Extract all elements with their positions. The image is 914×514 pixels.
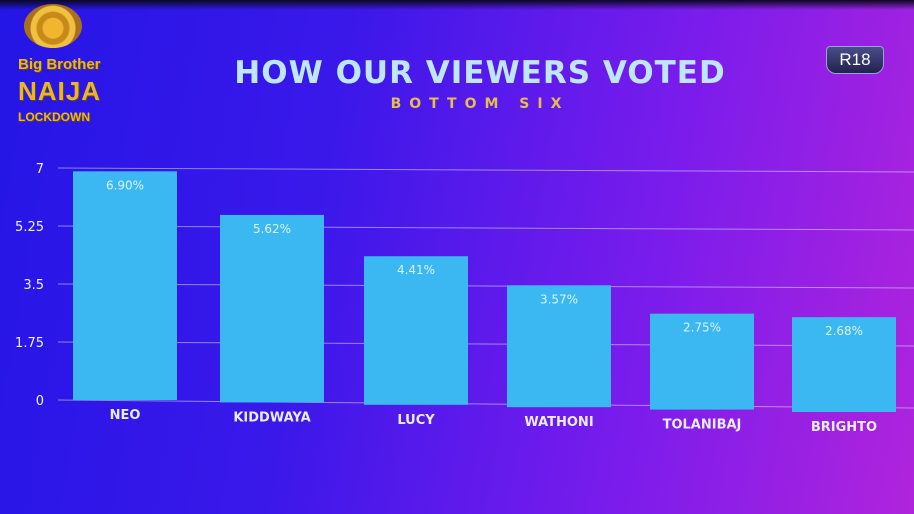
gridline <box>57 283 914 289</box>
bar-tolanibaj <box>650 313 754 410</box>
x-tick-label: TOLANIBAJ <box>663 418 742 433</box>
logo-line1: Big Brother <box>18 56 101 73</box>
x-tick-label: WATHONI <box>524 415 593 430</box>
logo-line2: NAIJA <box>18 76 102 106</box>
data-label: 6.90% <box>106 178 144 192</box>
bar-brighto <box>792 317 896 412</box>
y-tick-label: 7 <box>36 162 44 177</box>
y-tick-label: 1.75 <box>15 336 44 351</box>
data-label: 4.41% <box>397 263 435 277</box>
eye-logo-icon <box>24 4 82 48</box>
bar-neo <box>73 171 177 400</box>
gridline <box>57 399 914 409</box>
y-tick-label: 3.5 <box>23 278 44 293</box>
y-tick-label: 5.25 <box>15 220 44 235</box>
data-label: 5.62% <box>253 222 291 236</box>
x-tick-label: BRIGHTO <box>811 420 877 435</box>
data-label: 2.68% <box>825 324 863 338</box>
screen-bezel <box>0 0 914 10</box>
gridline <box>57 225 914 231</box>
bar-kiddwaya <box>220 214 324 403</box>
gridline <box>57 341 914 347</box>
x-tick-label: LUCY <box>397 413 435 428</box>
y-tick-label: 0 <box>36 394 44 409</box>
x-tick-label: NEO <box>110 408 141 423</box>
data-label: 2.75% <box>683 321 721 335</box>
data-label: 3.57% <box>540 292 578 306</box>
rating-badge: R18 <box>826 46 884 74</box>
gridline <box>57 167 914 173</box>
chart-title: HOW OUR VIEWERS VOTED <box>234 55 726 91</box>
logo-line3: LOCKDOWN <box>18 110 90 124</box>
bar-lucy <box>364 256 468 405</box>
bar-wathoni <box>507 285 611 408</box>
show-logo: Big Brother NAIJA LOCKDOWN <box>14 4 114 126</box>
chart-subtitle: BOTTOM SIX <box>390 96 570 112</box>
x-tick-label: KIDDWAYA <box>233 410 310 425</box>
